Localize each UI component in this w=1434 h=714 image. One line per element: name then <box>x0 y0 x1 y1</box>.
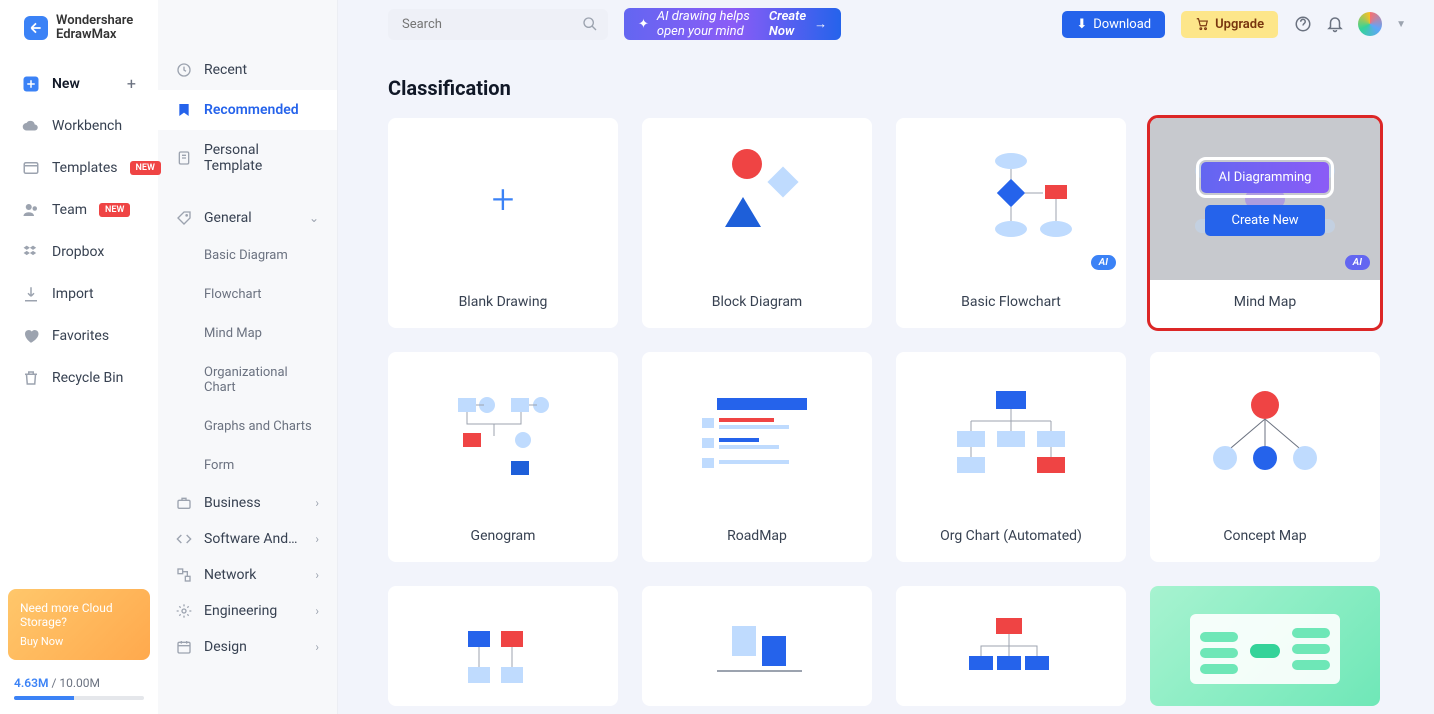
card-basic-flowchart[interactable]: AI Basic Flowchart <box>896 118 1126 328</box>
cat-design[interactable]: Design › <box>158 629 337 665</box>
cloud-icon <box>22 117 40 135</box>
download-icon: ⬇ <box>1076 17 1087 32</box>
download-button[interactable]: ⬇ Download <box>1062 11 1165 38</box>
card-genogram[interactable]: Genogram <box>388 352 618 562</box>
ai-diagramming-button[interactable]: AI Diagramming <box>1201 162 1330 193</box>
card-partial-1[interactable] <box>388 586 618 706</box>
cat-child-flowchart[interactable]: Flowchart <box>158 275 337 314</box>
buy-now-link[interactable]: Buy Now <box>20 635 63 648</box>
cat-business[interactable]: Business › <box>158 485 337 521</box>
sub-recent[interactable]: Recent <box>158 50 337 90</box>
plus-icon[interactable]: + <box>127 74 136 93</box>
template-grid: + Blank Drawing Block Diagram <box>338 118 1434 328</box>
plus-square-icon <box>22 75 40 93</box>
section-title: Classification <box>338 48 1434 118</box>
nav-dropbox[interactable]: Dropbox <box>8 231 150 273</box>
nav-new[interactable]: New + <box>8 62 150 105</box>
briefcase-icon <box>176 495 192 511</box>
bookmark-icon <box>176 102 192 118</box>
card-block-diagram[interactable]: Block Diagram <box>642 118 872 328</box>
cat-child-graphs[interactable]: Graphs and Charts <box>158 407 337 446</box>
card-mind-map[interactable]: AI Diagramming Create New AI Mind Map <box>1150 118 1380 328</box>
dropbox-icon <box>22 243 40 261</box>
storage-meter: 4.63M / 10.00M <box>0 668 158 714</box>
trash-icon <box>22 369 40 387</box>
logo[interactable]: Wondershare EdrawMax <box>0 0 158 52</box>
nav-templates[interactable]: Templates NEW <box>8 147 150 189</box>
cat-child-form[interactable]: Form <box>158 446 337 485</box>
chevron-right-icon: › <box>315 532 319 546</box>
chevron-down-icon[interactable]: ▼ <box>1396 19 1406 30</box>
help-icon[interactable] <box>1294 15 1312 33</box>
card-roadmap[interactable]: RoadMap <box>642 352 872 562</box>
team-icon <box>22 201 40 219</box>
cart-icon <box>1195 17 1209 31</box>
nav-recycle[interactable]: Recycle Bin <box>8 357 150 399</box>
plus-icon: + <box>492 176 515 223</box>
cat-network[interactable]: Network › <box>158 557 337 593</box>
nav-label: New <box>52 76 80 92</box>
heart-icon <box>22 327 40 345</box>
cat-child-basic-diagram[interactable]: Basic Diagram <box>158 236 337 275</box>
cat-general[interactable]: General ⌄ <box>158 200 337 236</box>
cat-software[interactable]: Software And… › <box>158 521 337 557</box>
calendar-icon <box>176 639 192 655</box>
create-new-button[interactable]: Create New <box>1205 205 1325 236</box>
nav-import[interactable]: Import <box>8 273 150 315</box>
clock-icon <box>176 62 192 78</box>
cat-child-orgchart[interactable]: Organizational Chart <box>158 353 337 407</box>
gear-icon <box>176 603 192 619</box>
arrow-right-icon: → <box>814 16 827 32</box>
cloud-promo[interactable]: Need more Cloud Storage? Buy Now <box>8 589 150 660</box>
tag-icon <box>176 210 192 226</box>
new-badge: NEW <box>99 203 130 217</box>
chevron-right-icon: › <box>315 604 319 618</box>
sub-personal[interactable]: Personal Template <box>158 130 337 186</box>
cat-child-mindmap[interactable]: Mind Map <box>158 314 337 353</box>
cat-engineering[interactable]: Engineering › <box>158 593 337 629</box>
nav-team[interactable]: Team NEW <box>8 189 150 231</box>
upgrade-button[interactable]: Upgrade <box>1181 11 1278 38</box>
network-icon <box>176 567 192 583</box>
topbar: ✦ AI drawing helps open your mind Create… <box>338 0 1434 48</box>
card-blank-drawing[interactable]: + Blank Drawing <box>388 118 618 328</box>
nav-favorites[interactable]: Favorites <box>8 315 150 357</box>
template-sidebar: Recent Recommended Personal Template Gen… <box>158 0 338 714</box>
main-sidebar: Wondershare EdrawMax New + Workbench Tem… <box>0 0 158 714</box>
card-partial-2[interactable] <box>642 586 872 706</box>
card-partial-3[interactable] <box>896 586 1126 706</box>
chevron-right-icon: › <box>315 568 319 582</box>
avatar[interactable] <box>1358 12 1382 36</box>
sparkle-icon: ✦ <box>638 17 649 32</box>
import-icon <box>22 285 40 303</box>
ai-banner-create[interactable]: Create Now <box>769 9 806 39</box>
chevron-right-icon: › <box>315 496 319 510</box>
ai-banner[interactable]: ✦ AI drawing helps open your mind Create… <box>624 8 841 40</box>
card-partial-recommended[interactable]: Recommended <box>1150 586 1380 706</box>
ai-tag: AI <box>1091 255 1116 270</box>
ai-tag: AI <box>1345 255 1370 270</box>
search-icon[interactable] <box>582 16 598 32</box>
chevron-right-icon: › <box>315 640 319 654</box>
card-org-chart[interactable]: Org Chart (Automated) <box>896 352 1126 562</box>
search-input[interactable] <box>388 9 608 40</box>
chevron-down-icon: ⌄ <box>309 211 319 225</box>
file-icon <box>176 150 192 166</box>
nav-workbench[interactable]: Workbench <box>8 105 150 147</box>
logo-icon <box>24 16 48 40</box>
search-box <box>388 9 608 40</box>
new-badge: NEW <box>130 161 161 175</box>
sub-recommended[interactable]: Recommended <box>158 90 337 130</box>
code-icon <box>176 531 192 547</box>
logo-text: Wondershare EdrawMax <box>56 14 133 42</box>
card-concept-map[interactable]: Concept Map <box>1150 352 1380 562</box>
bell-icon[interactable] <box>1326 15 1344 33</box>
template-icon <box>22 159 40 177</box>
main-content: ✦ AI drawing helps open your mind Create… <box>338 0 1434 714</box>
